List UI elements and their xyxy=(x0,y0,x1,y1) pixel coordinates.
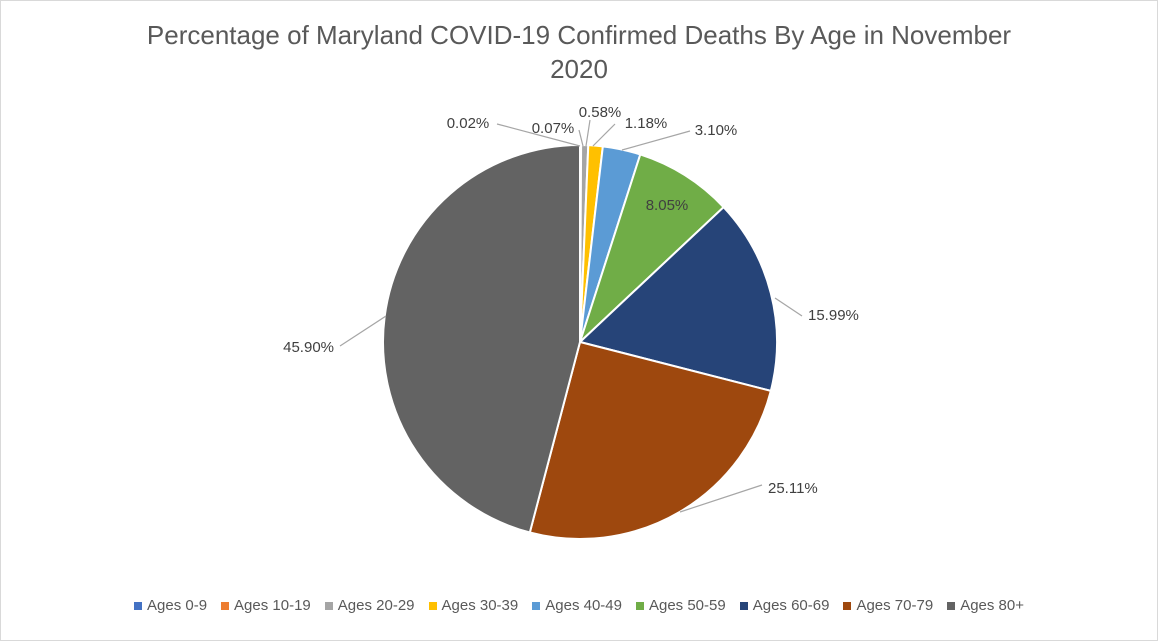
data-label: 1.18% xyxy=(625,115,668,132)
legend-swatch xyxy=(134,601,142,610)
data-label: 3.10% xyxy=(695,122,738,139)
legend-item: Ages 20-29 xyxy=(324,597,415,614)
data-label: 0.07% xyxy=(532,120,575,137)
legend-swatch xyxy=(221,601,230,610)
leader-line xyxy=(774,297,803,317)
legend-label: Ages 0-9 xyxy=(147,597,208,614)
legend-swatch xyxy=(532,601,541,610)
data-label: 25.11% xyxy=(768,480,818,497)
data-label: 0.02% xyxy=(447,115,490,132)
legend-swatch xyxy=(428,601,437,610)
legend-label: Ages 60-69 xyxy=(752,597,830,614)
chart-title: Percentage of Maryland COVID-19 Confirme… xyxy=(0,18,1158,86)
legend-label: Ages 70-79 xyxy=(856,597,934,614)
legend-swatch xyxy=(843,601,852,610)
legend-label: Ages 80+ xyxy=(960,597,1024,614)
legend-label: Ages 50-59 xyxy=(648,597,726,614)
pie-slice-ages-70-79 xyxy=(528,340,773,540)
pie-slice-ages-50-59 xyxy=(577,153,726,346)
leader-line xyxy=(339,315,387,347)
chart-title-line-1: Percentage of Maryland COVID-19 Confirme… xyxy=(146,20,1012,50)
leader-line xyxy=(621,130,691,151)
leader-line xyxy=(592,123,616,147)
legend-item: Ages 40-49 xyxy=(532,597,622,614)
legend: Ages 0-9 Ages 10-19 Ages 20-29 Ages 30-39 Ag… xyxy=(0,597,1158,614)
leader-line xyxy=(578,129,584,147)
legend-label: Ages 40-49 xyxy=(545,597,622,614)
leader-line xyxy=(585,119,591,147)
legend-item: Ages 0-9 xyxy=(134,597,207,614)
legend-swatch xyxy=(324,601,333,610)
data-label: 15.99% xyxy=(808,307,859,324)
legend-label: Ages 20-29 xyxy=(337,597,415,614)
legend-swatch xyxy=(947,601,956,610)
legend-item: Ages 50-59 xyxy=(635,597,726,614)
legend-swatch xyxy=(739,601,748,610)
legend-item: Ages 60-69 xyxy=(739,597,830,614)
data-label: 0.58% xyxy=(579,104,622,121)
legend-label: Ages 30-39 xyxy=(441,597,519,614)
legend-item: Ages 10-19 xyxy=(221,597,311,614)
legend-item: Ages 30-39 xyxy=(428,597,519,614)
chart-title-line-2: 2020 xyxy=(550,54,608,84)
leader-line xyxy=(496,123,581,147)
legend-label: Ages 10-19 xyxy=(234,597,311,614)
legend-item: Ages 80+ xyxy=(947,597,1024,614)
legend-swatch xyxy=(635,601,644,610)
legend-item: Ages 70-79 xyxy=(843,597,933,614)
leader-line xyxy=(679,484,763,513)
data-label: 8.05% xyxy=(646,197,689,214)
pie-slice-ages-60-69 xyxy=(577,205,778,393)
data-label: 45.90% xyxy=(283,339,334,356)
